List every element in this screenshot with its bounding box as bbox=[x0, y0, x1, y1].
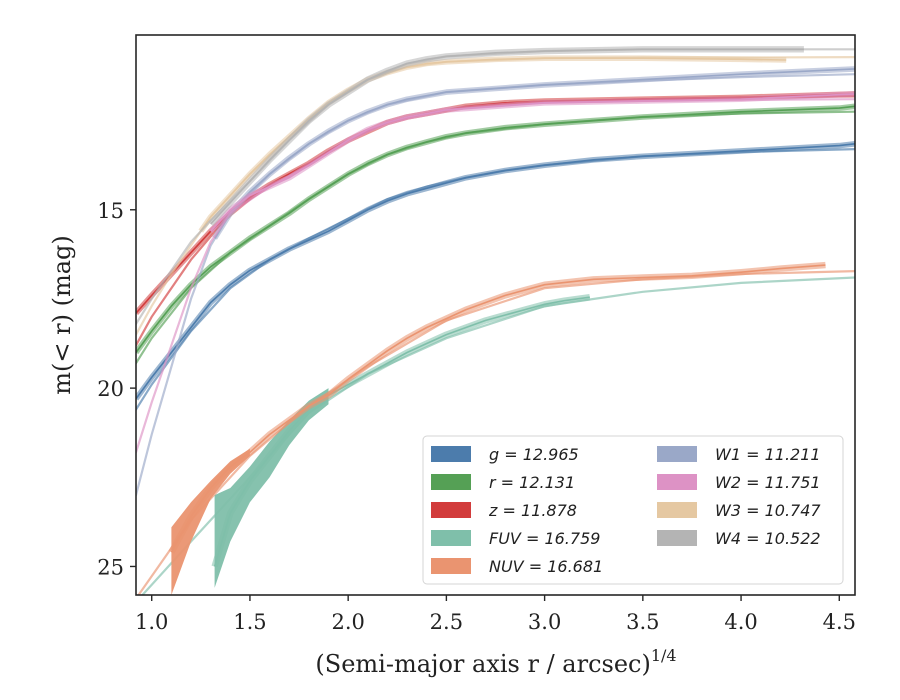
x-tick-label: 2.0 bbox=[331, 610, 364, 634]
x-axis-title-main: (Semi-major axis r / arcsec) bbox=[315, 650, 650, 678]
model-curve-w1 bbox=[136, 73, 855, 497]
legend-swatch-w4 bbox=[657, 530, 697, 546]
series-layer bbox=[136, 46, 855, 595]
profile-line-nuv bbox=[170, 264, 826, 553]
y-tick-label: 15 bbox=[97, 199, 124, 223]
series-w1 bbox=[136, 66, 855, 497]
x-tick-label: 1.0 bbox=[135, 610, 168, 634]
legend-label-w2: W2 = 11.751 bbox=[715, 473, 821, 492]
series-g bbox=[136, 141, 855, 411]
uncertainty-band-fuv bbox=[214, 388, 329, 588]
legend: g = 12.965 r = 12.131 z = 11.878 FUV = 16.7… bbox=[422, 435, 844, 585]
legend-label-w3: W3 = 10.747 bbox=[715, 501, 821, 520]
series-r bbox=[136, 103, 855, 365]
x-tick-label: 4.0 bbox=[724, 610, 757, 634]
plot-frame bbox=[135, 34, 856, 596]
legend-label-w4: W4 = 10.522 bbox=[715, 529, 821, 548]
profile-line-w2 bbox=[210, 93, 855, 232]
x-tick-label: 3.0 bbox=[528, 610, 561, 634]
legend-frame bbox=[422, 435, 844, 585]
legend-label-g: g = 12.965 bbox=[489, 445, 579, 464]
legend-swatch-z bbox=[431, 502, 471, 518]
legend-swatch-w2 bbox=[657, 474, 697, 490]
legend-swatch-w1 bbox=[657, 446, 697, 462]
profile-line-g bbox=[136, 143, 855, 400]
legend-swatch-w3 bbox=[657, 502, 697, 518]
legend-swatch-g bbox=[431, 446, 471, 462]
series-w4 bbox=[136, 46, 855, 325]
x-axis-title-superscript: 1/4 bbox=[651, 646, 677, 665]
ticks-layer: 1.0 1.5 2.0 2.5 3.0 3.5 4.0 4.5 15 20 25 bbox=[97, 199, 856, 634]
y-tick-label: 20 bbox=[97, 377, 124, 401]
legend-label-r: r = 12.131 bbox=[489, 473, 575, 492]
legend-label-nuv: NUV = 16.681 bbox=[489, 557, 603, 576]
y-axis-title: m(< r) (mag) bbox=[48, 235, 76, 394]
profile-line-w1 bbox=[213, 68, 855, 239]
legend-swatch-r bbox=[431, 474, 471, 490]
profile-line-w4 bbox=[210, 48, 804, 225]
y-tick-label: 25 bbox=[97, 555, 124, 579]
series-fuv bbox=[140, 276, 855, 595]
x-tick-label: 3.5 bbox=[626, 610, 659, 634]
series-w2 bbox=[136, 91, 855, 454]
legend-label-w1: W1 = 11.211 bbox=[715, 445, 821, 464]
legend-swatch-nuv bbox=[431, 558, 471, 574]
profile-line-r bbox=[136, 105, 855, 353]
legend-swatch-fuv bbox=[431, 530, 471, 546]
legend-label-z: z = 11.878 bbox=[488, 501, 577, 520]
x-axis-title: (Semi-major axis r / arcsec)1/4 bbox=[315, 646, 676, 678]
profile-line-fuv bbox=[213, 296, 590, 567]
model-curve-z bbox=[136, 95, 855, 347]
series-nuv bbox=[137, 261, 855, 595]
x-tick-label: 1.5 bbox=[233, 610, 266, 634]
legend-label-fuv: FUV = 16.759 bbox=[489, 529, 600, 548]
x-tick-label: 2.5 bbox=[430, 610, 463, 634]
x-tick-label: 4.5 bbox=[823, 610, 856, 634]
